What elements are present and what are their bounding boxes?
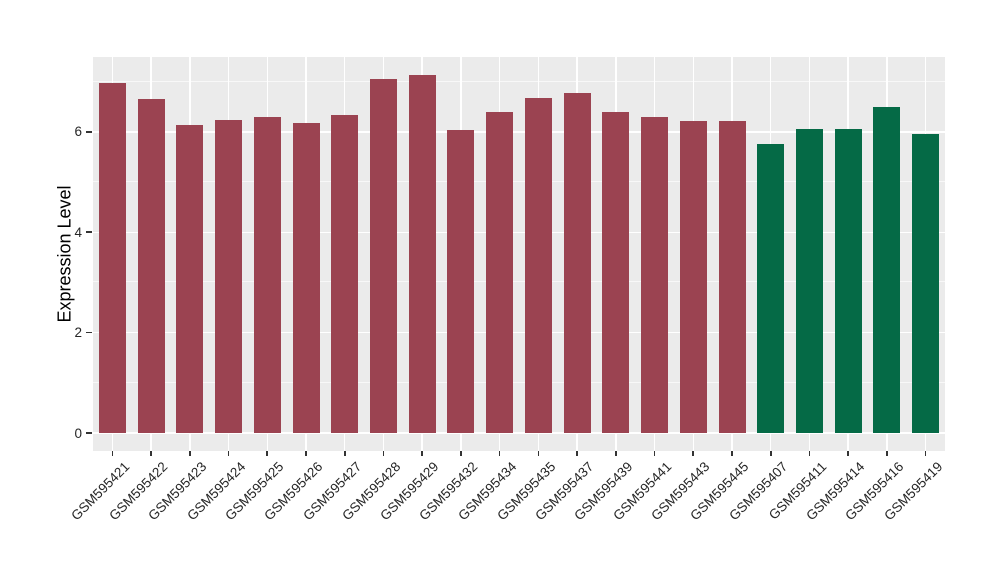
y-axis-title: Expression Level xyxy=(54,185,75,323)
major-gridline xyxy=(93,131,945,133)
y-tick-label: 0 xyxy=(74,425,82,441)
bar xyxy=(679,120,707,433)
major-gridline xyxy=(93,231,945,233)
y-tick-mark xyxy=(86,331,92,334)
minor-gridline xyxy=(93,281,945,283)
bar xyxy=(292,123,320,433)
x-tick-mark xyxy=(653,451,656,456)
bar xyxy=(176,124,204,433)
y-tick-mark xyxy=(86,131,92,133)
x-tick-mark xyxy=(421,451,423,456)
x-tick-mark xyxy=(537,451,540,456)
bar xyxy=(486,111,514,433)
bar xyxy=(369,79,397,433)
major-gridline xyxy=(93,432,945,434)
bar xyxy=(757,143,785,433)
x-tick-mark xyxy=(847,451,849,456)
x-tick-mark xyxy=(227,451,230,456)
plot-panel xyxy=(93,57,945,451)
bar xyxy=(602,111,630,433)
bar xyxy=(331,114,359,433)
minor-gridline xyxy=(93,381,945,383)
bar xyxy=(253,117,281,433)
bar xyxy=(641,116,669,433)
bar xyxy=(408,75,436,433)
x-tick-mark xyxy=(731,451,733,456)
minor-gridline xyxy=(93,181,945,182)
x-tick-mark xyxy=(808,451,811,456)
y-tick-label: 4 xyxy=(74,224,82,240)
y-tick-label: 2 xyxy=(74,325,82,341)
major-gridline xyxy=(93,331,945,334)
minor-gridline xyxy=(93,80,945,82)
bar xyxy=(718,121,746,433)
x-tick-mark xyxy=(692,451,695,456)
bar xyxy=(215,120,243,433)
bar xyxy=(834,128,862,433)
y-tick-mark xyxy=(86,231,92,233)
x-tick-mark xyxy=(924,451,927,456)
bar xyxy=(795,128,823,433)
y-tick-mark xyxy=(86,432,92,434)
bar xyxy=(98,83,126,433)
bar xyxy=(524,98,552,433)
x-tick-mark xyxy=(150,451,152,456)
y-tick-label: 6 xyxy=(74,124,82,140)
x-tick-mark xyxy=(111,451,114,456)
x-tick-mark xyxy=(498,451,501,456)
x-tick-mark xyxy=(305,451,307,456)
x-tick-mark xyxy=(576,451,578,456)
x-tick-mark xyxy=(266,451,269,456)
bar xyxy=(137,99,165,433)
bar xyxy=(447,129,475,433)
x-tick-mark xyxy=(343,451,346,456)
x-tick-mark xyxy=(886,451,888,456)
x-tick-mark xyxy=(769,451,772,456)
bar xyxy=(873,107,901,433)
bar xyxy=(563,92,591,433)
x-tick-mark xyxy=(615,451,617,456)
x-tick-mark xyxy=(382,451,385,456)
x-tick-mark xyxy=(189,451,191,456)
bar xyxy=(912,133,940,433)
x-tick-mark xyxy=(460,451,462,456)
